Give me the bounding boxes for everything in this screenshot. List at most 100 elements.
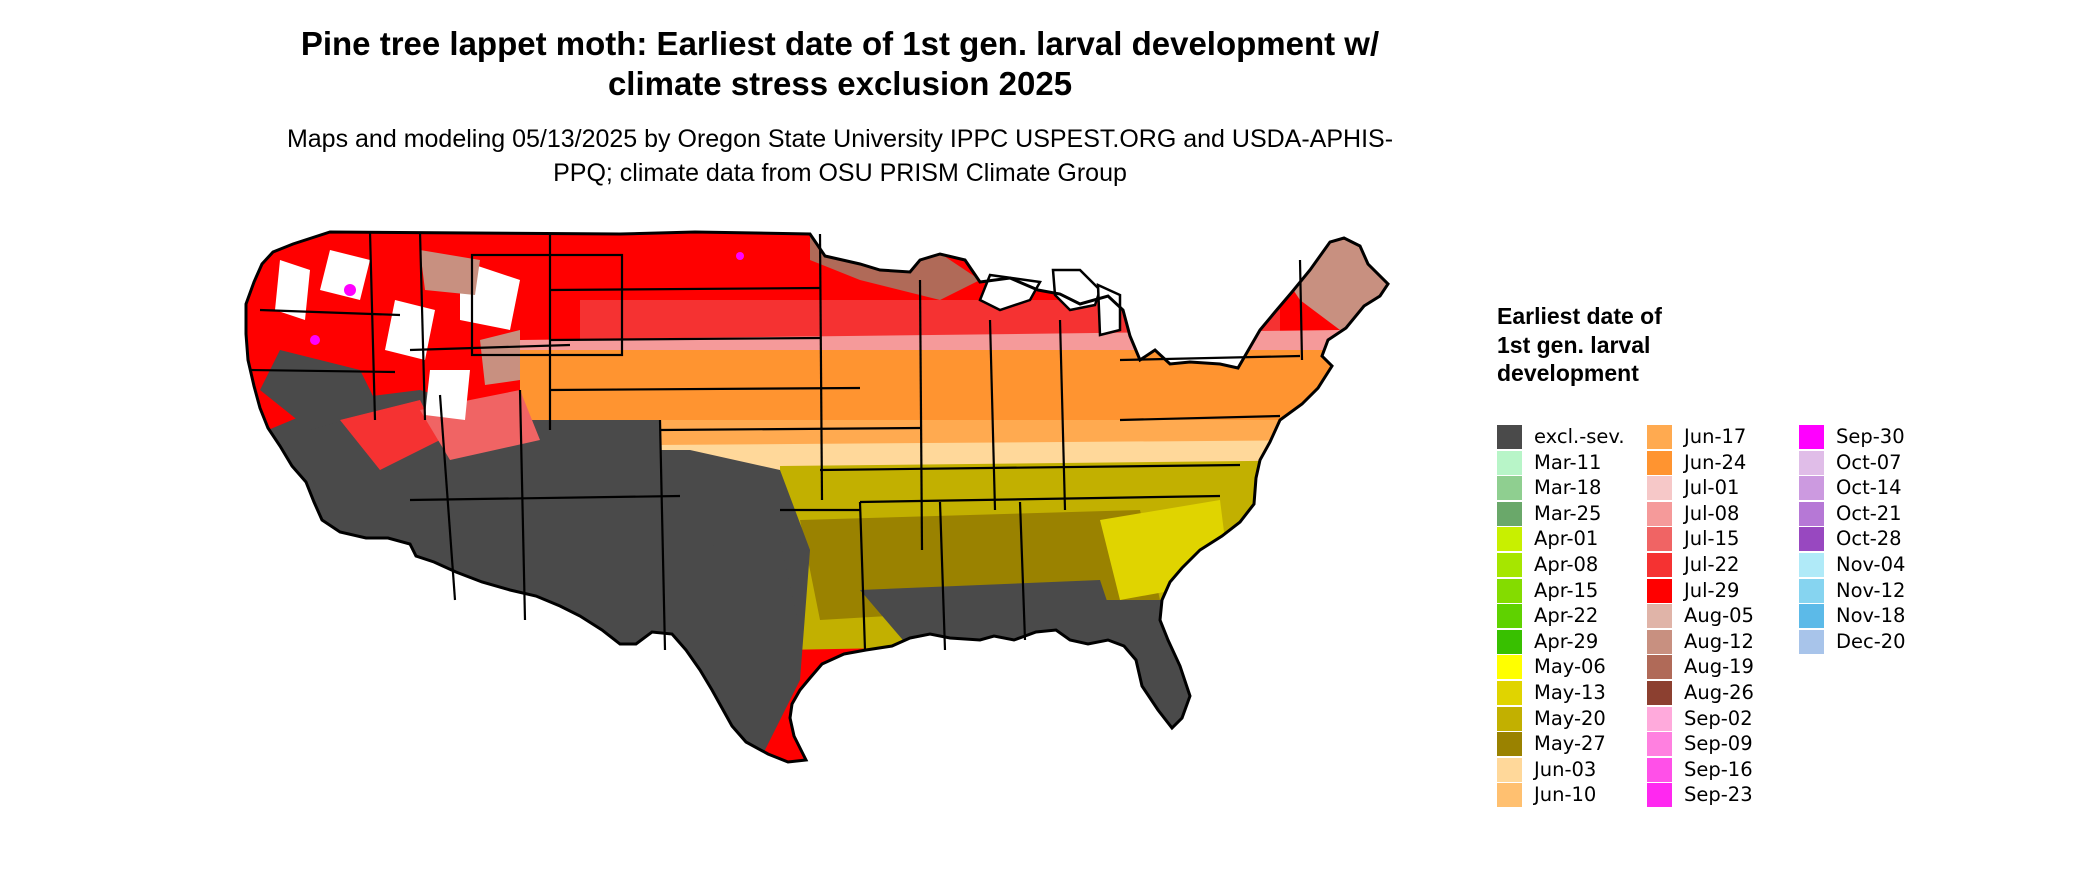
legend-label: Apr-08 [1534, 552, 1599, 576]
map-title: Pine tree lappet moth: Earliest date of … [300, 25, 1380, 102]
zone-mountain-brown-2 [480, 330, 520, 385]
border-ks-ok [659, 426, 921, 432]
legend-swatch [1647, 578, 1672, 603]
legend-swatch [1497, 425, 1522, 449]
legend-label: Apr-01 [1534, 527, 1599, 551]
legend-label: May-13 [1534, 680, 1606, 704]
legend-swatch [1799, 501, 1824, 526]
legend-label: Mar-11 [1534, 450, 1602, 474]
border-wy-mt [409, 343, 571, 352]
border-wyoming [470, 253, 624, 357]
legend: Earliest date of 1st gen. larval develop… [1497, 302, 2017, 822]
legend-swatch [1647, 425, 1672, 449]
legend-label: Dec-20 [1836, 629, 1906, 653]
legend-swatch [1647, 757, 1672, 782]
legend-swatch [1647, 527, 1672, 552]
legend-label: Apr-15 [1534, 578, 1599, 602]
zone-mountain-brown [420, 250, 480, 295]
legend-label: Oct-07 [1836, 450, 1902, 474]
map-area [220, 220, 1490, 890]
legend-label: Oct-28 [1836, 527, 1902, 551]
legend-swatch [1799, 578, 1824, 603]
zone-highlands-white-2 [320, 250, 370, 300]
legend-swatch [1799, 629, 1824, 654]
legend-swatch [1497, 476, 1522, 501]
legend-swatch [1497, 604, 1522, 629]
map-subtitle: Maps and modeling 05/13/2025 by Oregon S… [286, 125, 1394, 187]
border-nd-sd [549, 286, 821, 292]
legend-swatch [1647, 655, 1672, 680]
legend-label: Oct-14 [1836, 476, 1902, 500]
border-al-ga [1018, 501, 1027, 641]
zone-apr-29-fl [1080, 660, 1105, 678]
border-nv-ut [438, 394, 457, 601]
lake-michigan [1051, 268, 1102, 312]
legend-label: Jul-15 [1684, 527, 1740, 551]
legend-swatch [1647, 450, 1672, 475]
lake-huron [1096, 283, 1122, 337]
legend-swatch [1647, 629, 1672, 654]
border-ar-ms [858, 501, 867, 651]
border-mn-ia [818, 233, 824, 501]
legend-swatch [1799, 604, 1824, 629]
legend-label: Jun-17 [1684, 425, 1747, 448]
legend-label: Sep-16 [1684, 757, 1753, 781]
legend-swatch [1647, 501, 1672, 526]
legend-label: Nov-18 [1836, 604, 1906, 628]
legend-swatch [1497, 655, 1522, 680]
legend-swatch [1799, 552, 1824, 577]
legend-swatch [1497, 757, 1522, 782]
legend-label: Jun-10 [1534, 783, 1597, 807]
legend-swatch [1497, 706, 1522, 731]
zone-excluded-gulf [860, 580, 1120, 660]
zone-highlands-white-4 [425, 370, 470, 420]
legend-label: Jul-29 [1684, 578, 1740, 602]
zone-highlands-white-5 [275, 260, 310, 320]
border-ms-al [938, 501, 947, 651]
zone-red-nv [340, 400, 440, 470]
legend-label: May-27 [1534, 732, 1606, 756]
border-id-wa [368, 231, 377, 421]
legend-swatch [1497, 578, 1522, 603]
border-wi-il [918, 279, 924, 551]
legend-label: Apr-29 [1534, 629, 1599, 653]
border-or-ca [249, 368, 396, 374]
legend-swatch [1799, 425, 1824, 449]
legend-swatch [1497, 680, 1522, 705]
legend-label: Jul-01 [1684, 476, 1740, 500]
border-tn-ky [819, 463, 1241, 472]
legend-label: Sep-30 [1836, 425, 1905, 448]
legend-swatch [1497, 501, 1522, 526]
zone-apr-29-coast [780, 765, 825, 788]
border-ne-ks [549, 386, 861, 392]
border-nm-tx [658, 419, 667, 651]
border-sd-ne [549, 336, 821, 342]
legend-label: Sep-23 [1684, 783, 1753, 807]
legend-swatch [1799, 527, 1824, 552]
border-ny-vt [1298, 259, 1304, 361]
legend-label: excl.-sev. [1534, 425, 1625, 448]
legend-swatch [1497, 783, 1522, 808]
legend-swatch [1647, 552, 1672, 577]
legend-swatch [1799, 450, 1824, 475]
legend-swatch [1647, 706, 1672, 731]
border-or-wa [259, 308, 401, 317]
legend-label: Jul-22 [1684, 552, 1740, 576]
zone-sep-30-2 [310, 335, 320, 345]
legend-label: Jun-24 [1684, 450, 1747, 474]
zone-sep-30-1 [344, 284, 356, 296]
legend-swatch [1647, 732, 1672, 757]
legend-swatch [1497, 527, 1522, 552]
map-fill [246, 232, 1388, 788]
legend-swatch [1497, 629, 1522, 654]
border-id-mt [418, 231, 427, 421]
zone-excluded-la [660, 540, 800, 630]
legend-label: Mar-25 [1534, 501, 1602, 525]
legend-label: Jul-08 [1684, 501, 1740, 525]
legend-label: Apr-22 [1534, 604, 1599, 628]
legend-label: Sep-09 [1684, 732, 1753, 756]
zone-jun-24 [520, 350, 1340, 430]
border-oh-in [1058, 319, 1067, 511]
legend-label: May-06 [1534, 655, 1606, 679]
legend-swatch [1647, 680, 1672, 705]
